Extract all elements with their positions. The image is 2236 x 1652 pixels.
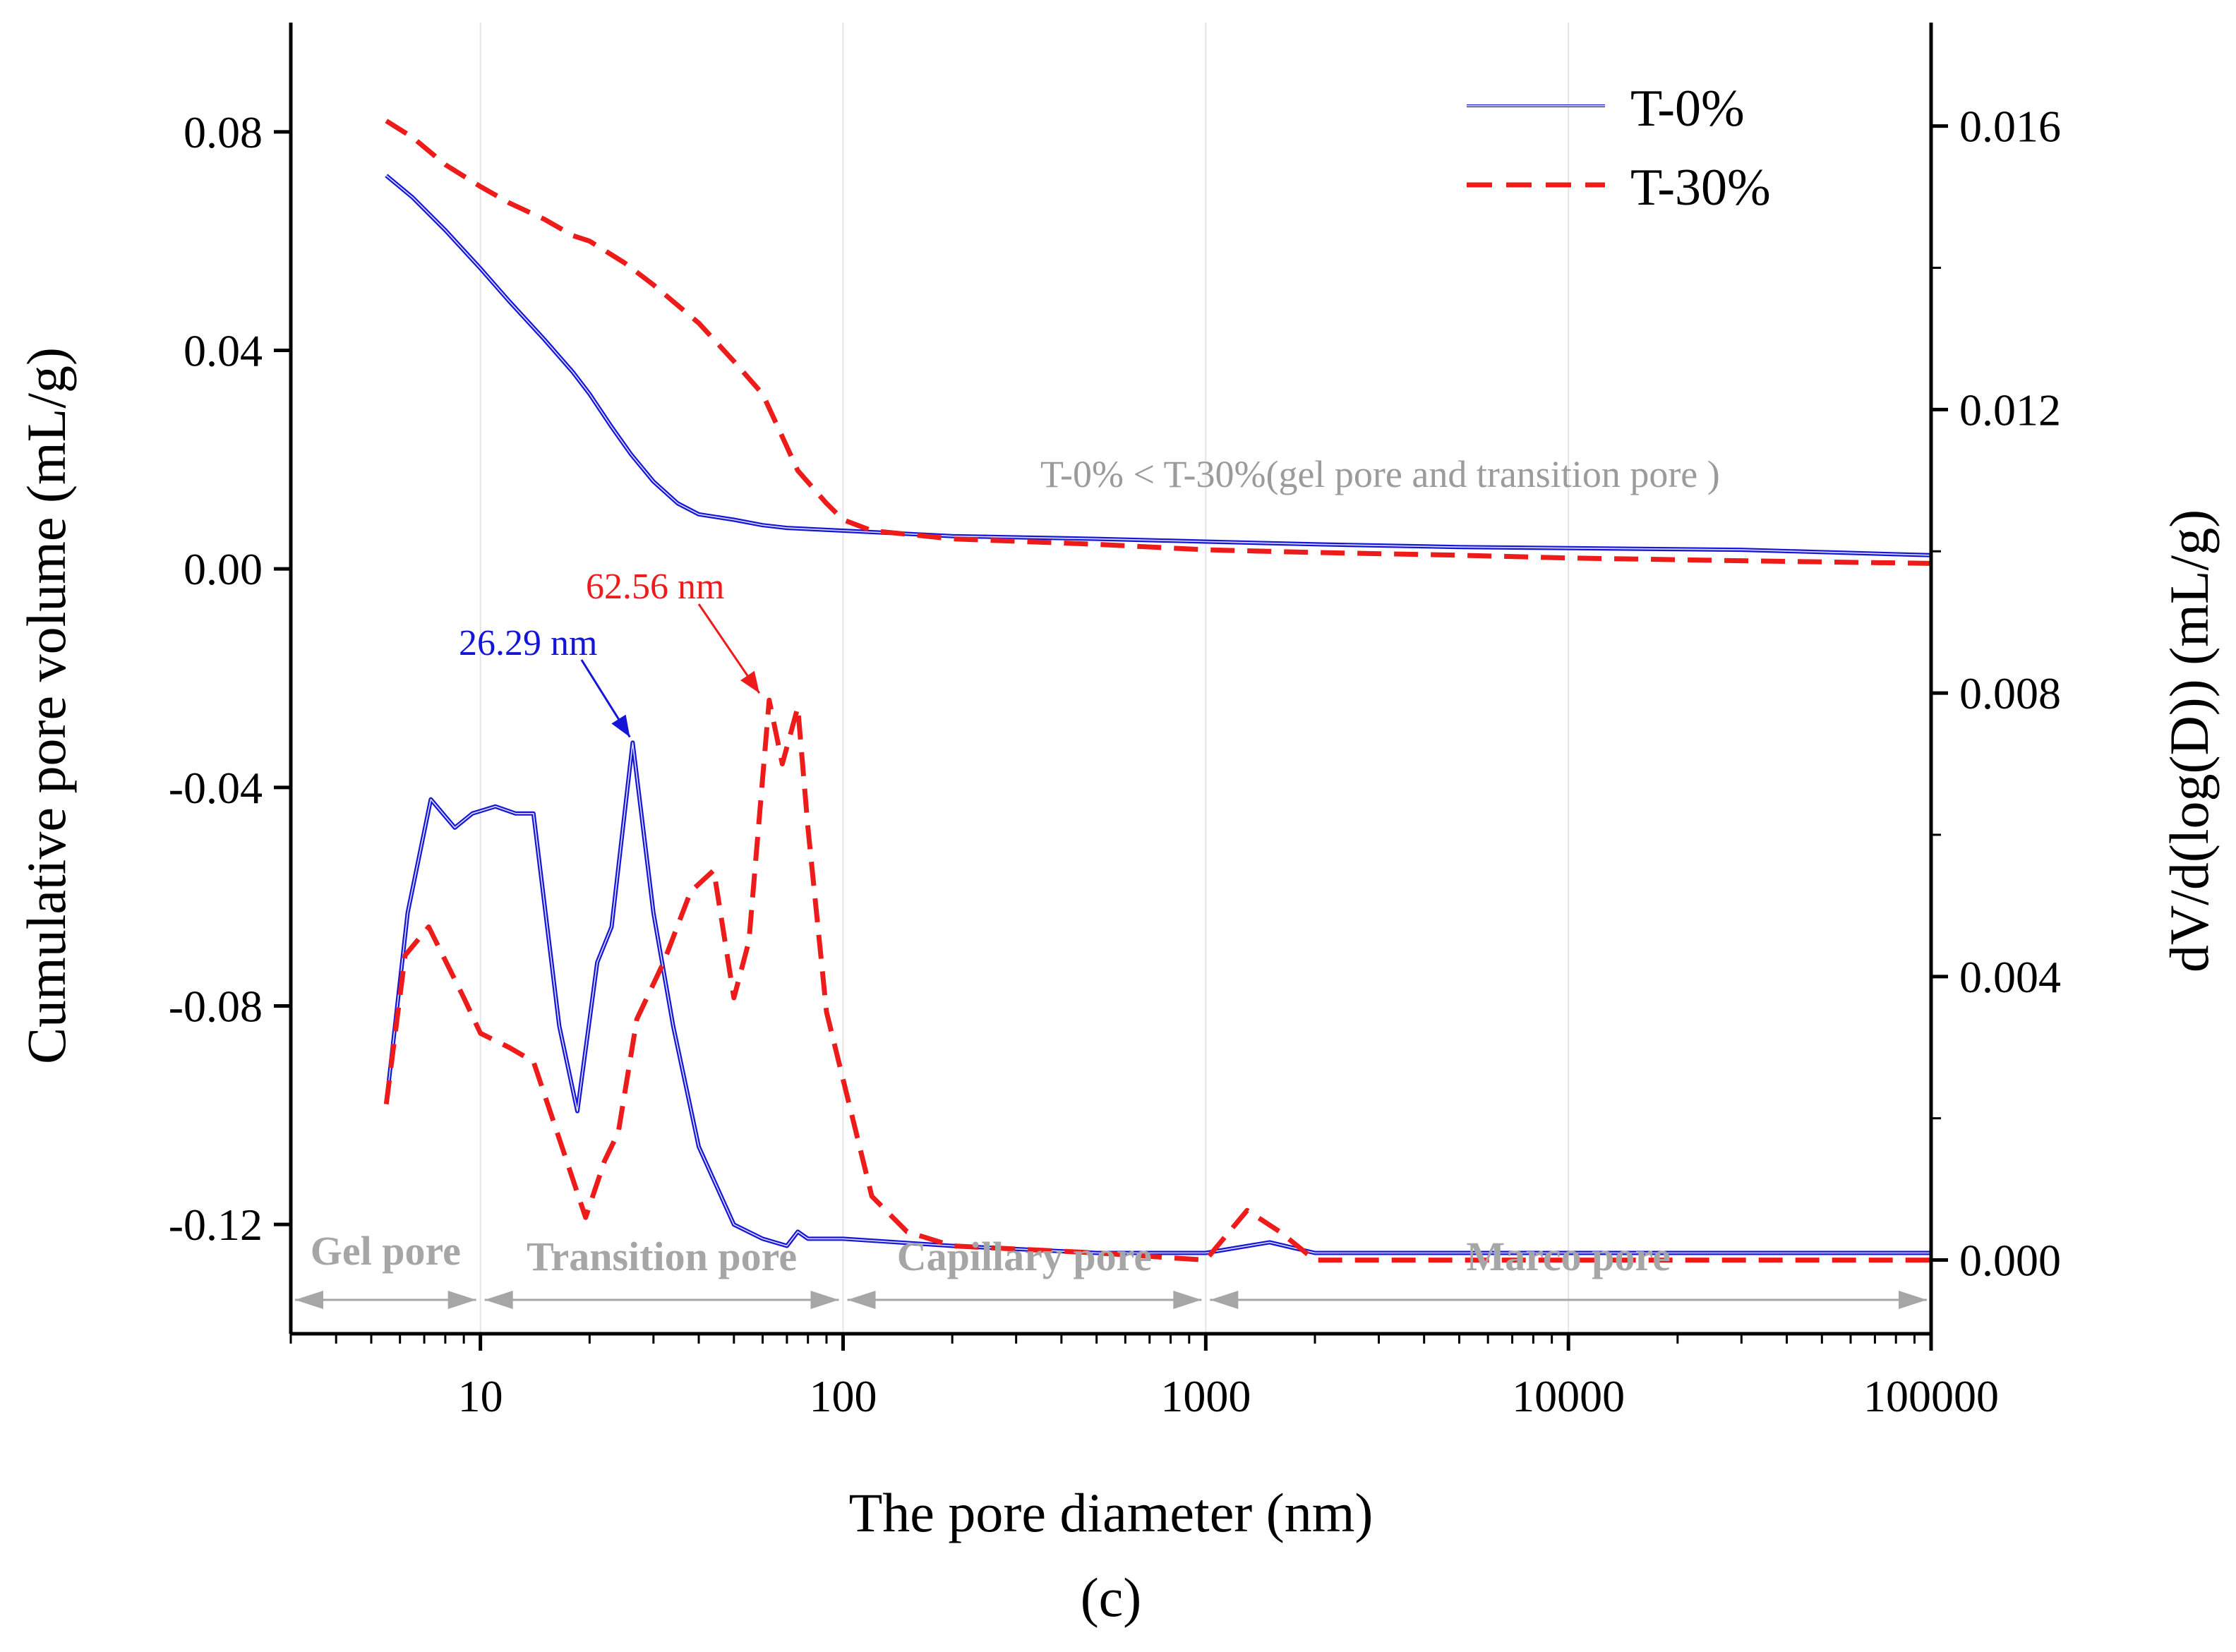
- y-left-tick-label-1: 0.04: [184, 326, 263, 376]
- axis-ticks: 10 100 1000 10000 100000 0.08 0.04 0.00 -0.04 -0.…: [169, 102, 2061, 1421]
- y-left-tick-label-4: -0.08: [169, 982, 263, 1032]
- pore-regions: Gel pore Transition pore Capillary pore Mar…: [295, 1228, 1927, 1309]
- legend-label-t0: T-0%: [1630, 80, 1745, 138]
- axes: [289, 23, 1933, 1336]
- peak-label-t0: 26.29 nm: [459, 623, 597, 663]
- series-differential-t0-line-inner: [385, 742, 1931, 1254]
- peak-arrow-t30-head: [740, 670, 759, 694]
- series-layer: [383, 119, 1932, 1263]
- x-tick-label-1: 100: [810, 1371, 877, 1421]
- peak-arrow-t0-head: [611, 714, 630, 737]
- y-right-tick-label-3: 0.004: [1959, 952, 2061, 1002]
- region-label-0: Gel pore: [311, 1228, 461, 1274]
- y-left-tick-label-0: 0.08: [184, 107, 263, 157]
- x-tick-label-4: 100000: [1863, 1371, 1999, 1421]
- region-arrow-left-3: [1210, 1291, 1239, 1309]
- region-arrow-right-0: [447, 1291, 476, 1309]
- x-tick-label-0: 10: [458, 1371, 503, 1421]
- series-cumulative-t0-line-inner: [385, 175, 1932, 556]
- x-tick-label-2: 1000: [1160, 1371, 1251, 1421]
- comparison-note: T-0% < T-30%(gel pore and transition por…: [1040, 453, 1720, 495]
- x-tick-label-3: 10000: [1512, 1371, 1625, 1421]
- y-left-tick-label-5: -0.12: [169, 1200, 263, 1250]
- series-cumulative-t0-line: [385, 174, 1932, 557]
- legend: T-0% T-30%: [1467, 80, 1771, 217]
- y-right-tick-label-1: 0.012: [1959, 385, 2061, 435]
- region-label-2: Capillary pore: [897, 1234, 1152, 1279]
- figure-label: (c): [1081, 1567, 1142, 1628]
- y-right-tick-label-0: 0.016: [1959, 102, 2061, 152]
- region-arrow-left-1: [484, 1291, 513, 1309]
- grid-lines: [479, 23, 1570, 1334]
- peak-label-t30: 62.56 nm: [586, 567, 724, 607]
- region-label-3: Marco pore: [1466, 1234, 1670, 1279]
- legend-label-t30: T-30%: [1630, 159, 1771, 217]
- y-left-tick-label-3: -0.04: [169, 763, 263, 813]
- region-arrow-right-1: [810, 1291, 839, 1309]
- y-left-tick-label-2: 0.00: [184, 544, 263, 594]
- region-arrow-left-0: [295, 1291, 323, 1309]
- region-arrow-right-2: [1173, 1291, 1202, 1309]
- region-label-1: Transition pore: [527, 1234, 797, 1279]
- y-left-axis-label: Cumulative pore volume (mL/g): [16, 347, 77, 1064]
- annotation-arrows: [580, 603, 761, 738]
- region-arrow-right-3: [1899, 1291, 1927, 1309]
- y-right-tick-label-2: 0.008: [1959, 668, 2061, 718]
- x-axis-label: The pore diameter (nm): [849, 1482, 1374, 1543]
- y-right-tick-label-4: 0.000: [1959, 1236, 2061, 1286]
- y-right-axis-label: dV/d(log(D)) (mL/g): [2158, 510, 2220, 972]
- series-differential-t0-line: [384, 740, 1931, 1255]
- series-differential-t30-line: [383, 697, 1931, 1263]
- series-cumulative-t30-line: [385, 119, 1932, 566]
- region-arrow-left-2: [847, 1291, 876, 1309]
